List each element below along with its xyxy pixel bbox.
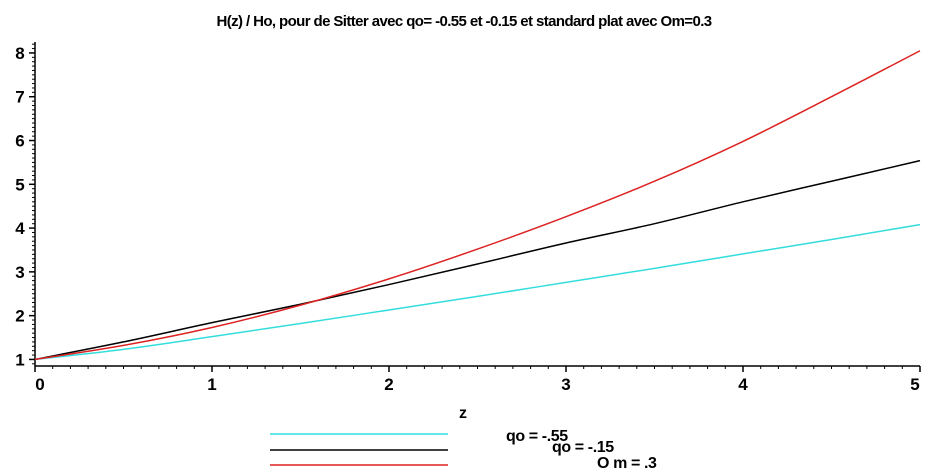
- series-line-1: [34, 159, 921, 361]
- legend-label-1: qo = -.15: [552, 439, 614, 456]
- x-tick-label: 0: [35, 375, 44, 394]
- x-tick-label: 1: [207, 375, 216, 394]
- y-tick-label: 2: [15, 307, 24, 326]
- y-tick-label: 5: [15, 175, 24, 194]
- series-line-2: [34, 50, 921, 361]
- series-line-0: [34, 223, 921, 361]
- x-tick-label: 5: [910, 375, 919, 394]
- legend-label-2: O m = .3: [597, 455, 657, 472]
- x-tick-label: 3: [561, 375, 570, 394]
- x-ticks: 0 1 2 3 4 5: [34, 366, 921, 394]
- x-axis-label: z: [459, 405, 467, 422]
- y-tick-label: 1: [15, 350, 24, 369]
- y-tick-label: 4: [15, 219, 25, 238]
- y-ticks: 1 2 3 4 5 6 7 8: [15, 43, 35, 369]
- y-tick-label: 3: [15, 263, 24, 282]
- chart-title: H(z) / Ho, pour de Sitter avec qo= -0.55…: [216, 13, 711, 30]
- y-tick-label: 8: [15, 44, 24, 63]
- y-tick-label: 7: [15, 88, 24, 107]
- series-lines: [34, 50, 921, 361]
- legend-label-0: qo = -.55: [506, 428, 568, 445]
- x-tick-label: 4: [738, 375, 748, 394]
- x-tick-label: 2: [384, 375, 393, 394]
- y-tick-label: 6: [15, 132, 24, 151]
